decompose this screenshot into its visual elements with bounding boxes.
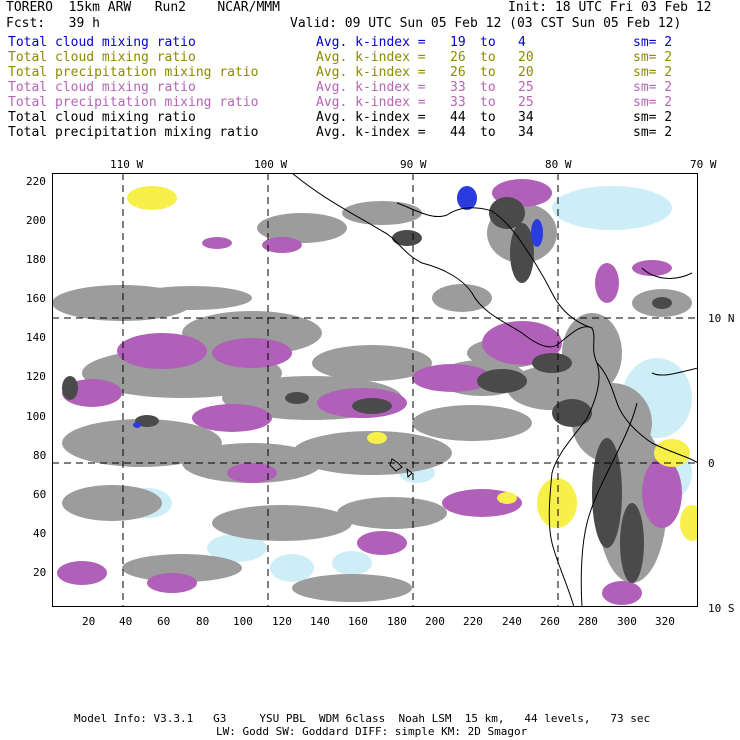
legend-to: to <box>480 95 496 110</box>
y-tick-label: 20 <box>33 566 47 579</box>
legend-k1: 26 <box>450 50 466 65</box>
x-tick-label: 140 <box>310 615 330 628</box>
x-tick-label: 200 <box>425 615 445 628</box>
init-time: Init: 18 UTC Fri 03 Feb 12 <box>508 0 712 15</box>
legend-field: Total precipitation mixing ratio <box>8 95 259 110</box>
legend-field: Total precipitation mixing ratio <box>8 125 259 140</box>
legend-k1: 44 <box>450 125 466 140</box>
y-tick-label: 220 <box>26 175 46 188</box>
legend-to: to <box>480 110 496 125</box>
lat-label: 10 S <box>708 602 735 615</box>
legend-row: Total cloud mixing ratio Avg. k-index = 26… <box>8 50 733 65</box>
x-tick-label: 320 <box>655 615 675 628</box>
legend-avg: Avg. k-index = <box>316 95 426 110</box>
y-tick-label: 140 <box>26 331 46 344</box>
x-tick-label: 280 <box>578 615 598 628</box>
lon-label: 70 W <box>690 158 717 171</box>
legend-k1: 19 <box>450 35 466 50</box>
legend-k2: 34 <box>518 110 534 125</box>
legend-avg: Avg. k-index = <box>316 125 426 140</box>
x-tick-label: 260 <box>540 615 560 628</box>
x-tick-label: 160 <box>348 615 368 628</box>
map-frame <box>52 173 698 607</box>
forecast-hour: Fcst: 39 h <box>6 16 100 31</box>
lon-label: 110 W <box>110 158 144 171</box>
legend-k1: 33 <box>450 95 466 110</box>
x-tick-label: 20 <box>82 615 96 628</box>
legend-row: Total cloud mixing ratio Avg. k-index = 33… <box>8 80 733 95</box>
legend-k2: 34 <box>518 125 534 140</box>
y-tick-label: 60 <box>33 488 47 501</box>
legend-sm: sm= 2 <box>633 110 673 125</box>
lat-label: 0 <box>708 457 715 470</box>
legend-k1: 33 <box>450 80 466 95</box>
model-info-line1: Model Info: V3.3.1 G3 YSU PBL WDM 6class… <box>74 712 651 725</box>
legend-k2: 20 <box>518 50 534 65</box>
cloud-shading-dark <box>62 197 672 583</box>
legend-k2: 25 <box>518 80 534 95</box>
lon-label: 80 W <box>545 158 572 171</box>
coastlines <box>291 173 698 607</box>
x-tick-label: 40 <box>119 615 133 628</box>
x-tick-label: 180 <box>387 615 407 628</box>
legend-sm: sm= 2 <box>633 35 673 50</box>
legend-sm: sm= 2 <box>633 50 673 65</box>
legend-avg: Avg. k-index = <box>316 50 426 65</box>
legend-field: Total cloud mixing ratio <box>8 110 196 125</box>
legend-k1: 44 <box>450 110 466 125</box>
legend-sm: sm= 2 <box>633 125 673 140</box>
legend-avg: Avg. k-index = <box>316 110 426 125</box>
cloud-shading-blue <box>133 186 543 428</box>
x-tick-label: 120 <box>272 615 292 628</box>
legend-to: to <box>480 35 496 50</box>
precip-shading-purple <box>57 179 682 605</box>
lon-label: 100 W <box>254 158 288 171</box>
forecast-map <box>52 173 698 607</box>
y-tick-label: 100 <box>26 410 46 423</box>
y-tick-label: 40 <box>33 527 47 540</box>
legend-k1: 26 <box>450 65 466 80</box>
legend-sm: sm= 2 <box>633 65 673 80</box>
y-tick-label: 160 <box>26 292 46 305</box>
legend-field: Total precipitation mixing ratio <box>8 65 259 80</box>
legend-k2: 20 <box>518 65 534 80</box>
y-tick-label: 200 <box>26 214 46 227</box>
legend-k2: 4 <box>518 35 526 50</box>
y-tick-label: 80 <box>33 449 47 462</box>
model-title: TORERO 15km ARW Run2 NCAR/MMM <box>6 0 280 15</box>
legend-to: to <box>480 125 496 140</box>
legend-row: Total cloud mixing ratio Avg. k-index = 44… <box>8 110 733 125</box>
legend-field: Total cloud mixing ratio <box>8 50 196 65</box>
legend-avg: Avg. k-index = <box>316 80 426 95</box>
lon-label: 90 W <box>400 158 427 171</box>
x-tick-label: 300 <box>617 615 637 628</box>
legend-to: to <box>480 80 496 95</box>
legend-avg: Avg. k-index = <box>316 35 426 50</box>
lat-lon-grid <box>52 173 698 607</box>
legend-sm: sm= 2 <box>633 80 673 95</box>
x-tick-label: 100 <box>233 615 253 628</box>
legend-row: Total precipitation mixing ratio Avg. k-i… <box>8 95 733 110</box>
legend-to: to <box>480 65 496 80</box>
x-tick-label: 80 <box>196 615 210 628</box>
legend-field: Total cloud mixing ratio <box>8 35 196 50</box>
y-tick-label: 120 <box>26 370 46 383</box>
y-tick-label: 180 <box>26 253 46 266</box>
legend-row: Total cloud mixing ratio Avg. k-index = 19… <box>8 35 733 50</box>
legend-row: Total precipitation mixing ratio Avg. k-i… <box>8 65 733 80</box>
legend-k2: 25 <box>518 95 534 110</box>
cloud-shading-yellow <box>127 186 698 541</box>
x-tick-label: 60 <box>157 615 171 628</box>
model-info-line2: LW: Godd SW: Goddard DIFF: simple KM: 2D… <box>216 725 528 738</box>
lat-label: 10 N <box>708 312 735 325</box>
x-tick-label: 240 <box>502 615 522 628</box>
legend-field: Total cloud mixing ratio <box>8 80 196 95</box>
x-tick-label: 220 <box>463 615 483 628</box>
legend-sm: sm= 2 <box>633 95 673 110</box>
legend-row: Total precipitation mixing ratio Avg. k-i… <box>8 125 733 140</box>
legend-avg: Avg. k-index = <box>316 65 426 80</box>
valid-time: Valid: 09 UTC Sun 05 Feb 12 (03 CST Sun … <box>290 16 682 31</box>
legend-to: to <box>480 50 496 65</box>
